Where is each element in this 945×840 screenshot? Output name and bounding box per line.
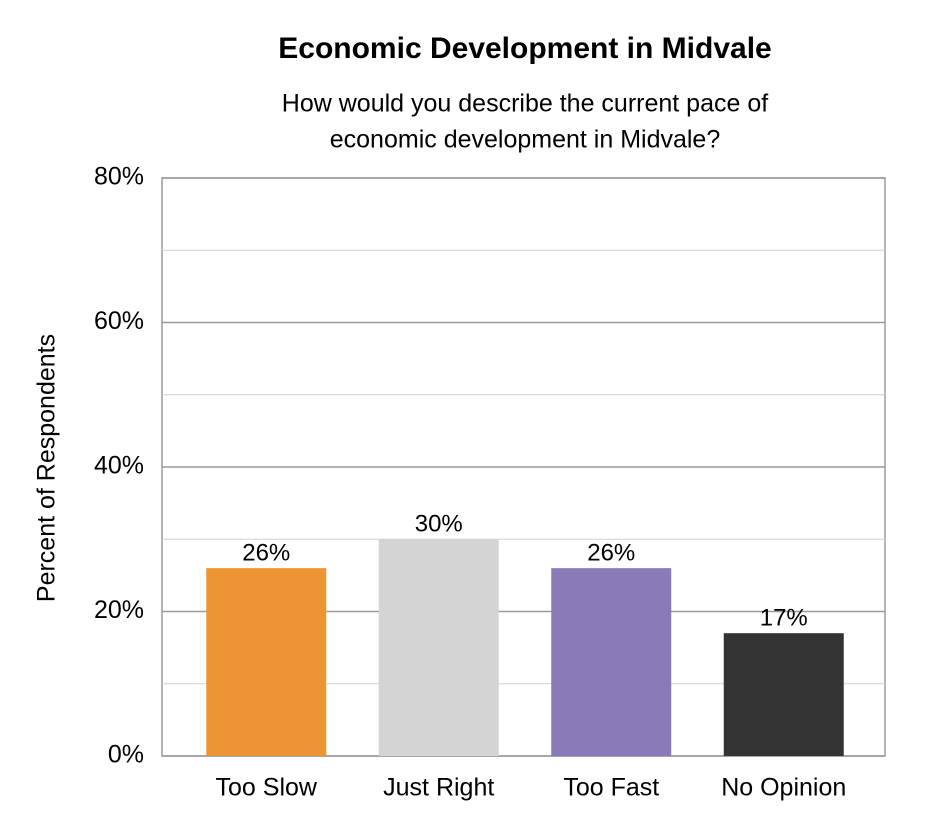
x-tick-label: No Opinion <box>721 774 846 802</box>
chart-subtitle: economic development in Midvale? <box>330 126 721 154</box>
x-tick-label: Just Right <box>383 774 494 802</box>
y-tick-label: 80% <box>94 163 144 191</box>
y-tick-label: 0% <box>108 741 144 769</box>
value-label: 30% <box>415 511 463 538</box>
bar <box>551 568 672 756</box>
bar <box>378 539 499 756</box>
y-tick-label: 60% <box>94 307 144 335</box>
y-tick-label: 20% <box>94 596 144 624</box>
y-tick-label: 40% <box>94 452 144 480</box>
bar <box>206 568 327 756</box>
bar <box>723 633 844 756</box>
chart-subtitle: How would you describe the current pace … <box>282 90 768 118</box>
value-label: 26% <box>587 539 635 566</box>
x-tick-label: Too Slow <box>216 774 318 802</box>
x-tick-label: Too Fast <box>563 774 659 802</box>
value-label: 26% <box>242 539 290 566</box>
y-axis-label: Percent of Respondents <box>33 334 61 602</box>
value-label: 17% <box>760 605 808 632</box>
chart-title: Economic Development in Midvale <box>278 32 771 65</box>
